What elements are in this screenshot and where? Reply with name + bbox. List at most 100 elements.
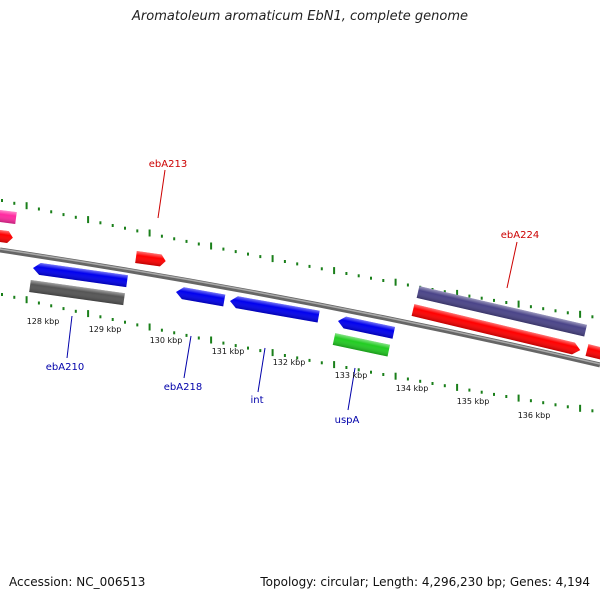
- minor-tick: [308, 264, 311, 268]
- major-tick: [333, 361, 336, 369]
- minor-tick: [283, 354, 286, 357]
- minor-tick: [197, 242, 200, 246]
- minor-tick: [357, 274, 360, 278]
- gene-int[interactable]: [229, 295, 320, 323]
- minor-tick: [357, 368, 360, 372]
- minor-tick: [50, 304, 53, 308]
- minor-tick: [173, 331, 176, 335]
- minor-tick: [259, 255, 262, 259]
- scale-label: 130 kbp: [150, 336, 183, 345]
- minor-tick: [320, 267, 323, 271]
- label-ebA210: ebA210: [46, 362, 84, 373]
- minor-tick: [50, 210, 53, 214]
- major-tick: [517, 300, 520, 308]
- major-tick: [148, 229, 151, 237]
- scale-labels: 128 kbp 129 kbp 130 kbp 131 kbp 132 kbp …: [27, 317, 551, 420]
- minor-tick: [480, 390, 483, 394]
- leader-ebA224: [506, 241, 518, 289]
- scale-label: 128 kbp: [27, 317, 60, 326]
- map-title: Aromatoleum aromaticum EbN1, complete ge…: [132, 9, 468, 24]
- minor-tick: [493, 392, 495, 396]
- gene-pink[interactable]: [0, 208, 17, 225]
- major-tick: [579, 310, 582, 318]
- minor-tick: [13, 201, 16, 205]
- minor-tick: [1, 199, 3, 202]
- minor-tick: [1, 293, 3, 296]
- minor-tick: [111, 318, 114, 321]
- minor-tick: [247, 346, 249, 350]
- minor-tick: [173, 237, 176, 241]
- minor-tick: [234, 250, 237, 254]
- minor-tick: [62, 213, 65, 217]
- minor-tick: [160, 234, 163, 238]
- major-tick: [394, 278, 397, 286]
- minor-tick: [13, 295, 16, 299]
- major-tick: [87, 216, 90, 224]
- scale-label: 136 kbp: [518, 411, 551, 420]
- label-ebA218: ebA218: [164, 382, 202, 393]
- minor-tick: [505, 395, 508, 398]
- minor-tick: [296, 356, 299, 360]
- minor-tick: [468, 294, 471, 298]
- minor-tick: [566, 311, 569, 315]
- reverse-tick-track: [1, 293, 594, 413]
- minor-tick: [345, 272, 348, 275]
- gene-uspA[interactable]: [332, 333, 391, 357]
- minor-tick: [591, 315, 594, 319]
- leader-uspA: [347, 367, 356, 411]
- leader-ebA218: [183, 335, 192, 379]
- minor-tick: [111, 224, 114, 227]
- minor-tick: [136, 323, 139, 327]
- gene-red-small-left[interactable]: [0, 228, 14, 244]
- minor-tick: [370, 370, 372, 374]
- minor-tick: [480, 296, 483, 300]
- forward-tick-track: [1, 199, 594, 319]
- minor-tick: [320, 361, 323, 365]
- gene-ebA210[interactable]: [32, 262, 128, 288]
- major-tick: [25, 296, 28, 304]
- minor-tick: [468, 388, 471, 392]
- accession-text: Accession: NC_006513: [9, 575, 146, 589]
- major-tick: [210, 242, 213, 250]
- minor-tick: [370, 276, 372, 280]
- minor-tick: [62, 307, 65, 311]
- scale-label: 133 kbp: [335, 371, 368, 380]
- gene-grey[interactable]: [29, 280, 125, 306]
- major-tick: [210, 336, 213, 344]
- gene-red-long[interactable]: [411, 304, 582, 356]
- minor-tick: [37, 301, 40, 305]
- minor-tick: [505, 301, 508, 304]
- genome-backbone-highlight: [0, 248, 600, 365]
- minor-tick: [185, 333, 188, 337]
- major-tick: [271, 255, 274, 263]
- gene-ebA213[interactable]: [135, 251, 166, 267]
- minor-tick: [185, 239, 188, 243]
- minor-tick: [493, 298, 495, 302]
- minor-tick: [345, 366, 348, 369]
- gene-ebA218[interactable]: [175, 286, 226, 307]
- minor-tick: [542, 401, 545, 405]
- minor-tick: [382, 279, 385, 282]
- minor-tick: [74, 215, 77, 219]
- gene-blue-right[interactable]: [337, 315, 396, 339]
- minor-tick: [419, 379, 422, 383]
- major-tick: [148, 323, 151, 331]
- gene-red-right-edge[interactable]: [585, 344, 600, 361]
- minor-tick: [554, 403, 557, 407]
- gene-ebA224[interactable]: [416, 286, 587, 337]
- major-tick: [579, 404, 582, 412]
- forward-genes: [0, 208, 600, 361]
- minor-tick: [382, 373, 385, 376]
- major-tick: [271, 349, 274, 357]
- minor-tick: [308, 358, 311, 362]
- genome-backbone: [0, 247, 600, 368]
- genome-summary-text: Topology: circular; Length: 4,296,230 bp…: [260, 575, 590, 589]
- gene-labels: ebA213 ebA224 ebA210 ebA218 int uspA: [46, 159, 539, 426]
- minor-tick: [247, 252, 249, 256]
- minor-tick: [222, 341, 225, 345]
- minor-tick: [124, 320, 126, 324]
- major-tick: [87, 310, 90, 318]
- label-leaders: [66, 169, 518, 411]
- label-uspA: uspA: [335, 415, 360, 426]
